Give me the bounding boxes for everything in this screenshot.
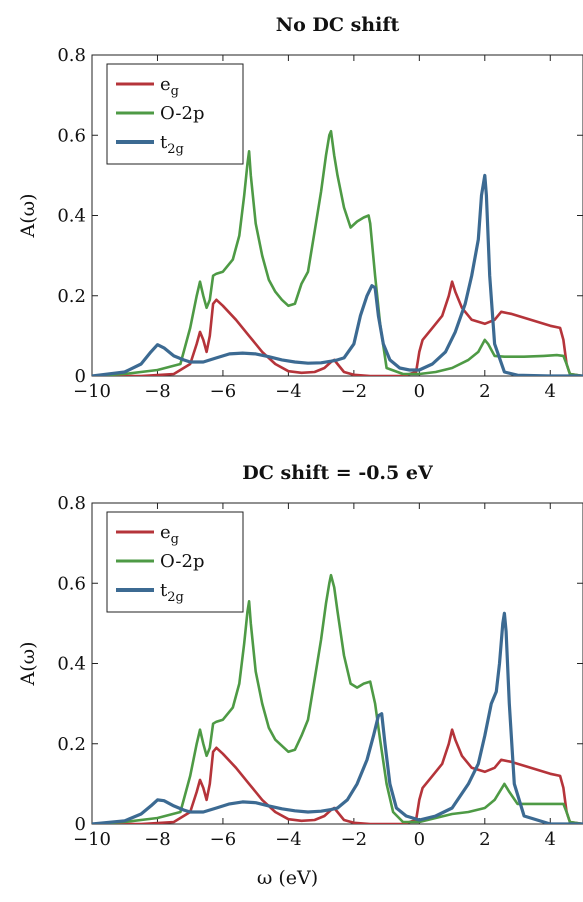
x-tick-label: 4: [545, 829, 556, 850]
legend: eg O-2p t2g: [106, 63, 244, 165]
x-tick-label: −10: [73, 829, 111, 850]
legend-label-main: O-2p: [160, 103, 204, 124]
y-tick-label: 0.4: [57, 654, 86, 675]
chart-title: No DC shift: [276, 14, 400, 36]
x-tick-label: 2: [479, 829, 490, 850]
series-line-o-2p: [92, 129, 583, 376]
x-tick-label: −6: [210, 381, 237, 402]
chart-panel-2: DC shift = -0.5 eV −10 −8 −6 −4 −2 0 2 4 0 0.2 0.4 0…: [17, 462, 583, 889]
legend-label-subscript: 2g: [167, 142, 184, 157]
x-tick-label: −2: [341, 381, 368, 402]
series-group: [92, 573, 583, 824]
y-tick-label: 0.4: [57, 206, 86, 227]
legend: eg O-2p t2g: [106, 511, 244, 613]
legend-label-main: t: [160, 132, 168, 153]
x-tick-label: −4: [275, 381, 302, 402]
chart-panel-1: No DC shift −10 −8 −6 −4 −2 0 2 4 0 0.2 0.4 0.6 0.8 A(…: [17, 14, 583, 402]
legend-label-subscript: g: [171, 84, 179, 99]
y-tick-label: 0.6: [57, 125, 86, 146]
y-tick-label: 0: [75, 814, 86, 835]
x-axis-label: ω (eV): [257, 867, 318, 889]
y-tick-label: 0.2: [57, 734, 86, 755]
series-line-eg: [92, 728, 583, 824]
legend-label-main: O-2p: [160, 551, 204, 572]
x-tick-label: 2: [479, 381, 490, 402]
x-tick-label: −6: [210, 829, 237, 850]
series-line-o-2p: [92, 573, 583, 824]
legend-label-main: e: [160, 74, 171, 95]
legend-entry-label: O-2p: [160, 103, 204, 124]
x-tick-label: −8: [144, 829, 171, 850]
legend-label-subscript: g: [171, 532, 179, 547]
series-group: [92, 129, 583, 376]
series-line-t2g: [92, 173, 583, 376]
legend-entry-label: t2g: [160, 132, 184, 157]
series-line-t2g: [92, 611, 583, 824]
legend-label-main: e: [160, 522, 171, 543]
legend-entry-label: eg: [160, 522, 179, 547]
legend-label-main: t: [160, 580, 168, 601]
x-tick-label: −2: [341, 829, 368, 850]
legend-label-subscript: 2g: [167, 590, 184, 605]
series-line-eg: [92, 280, 583, 376]
legend-entry-label: t2g: [160, 580, 184, 605]
x-tick-label: 0: [414, 829, 425, 850]
x-tick-label: −10: [73, 381, 111, 402]
x-tick-label: −8: [144, 381, 171, 402]
y-tick-label: 0.6: [57, 573, 86, 594]
legend-entry-label: eg: [160, 74, 179, 99]
chart-title: DC shift = -0.5 eV: [242, 462, 434, 484]
x-tick-label: −4: [275, 829, 302, 850]
x-tick-label: 0: [414, 381, 425, 402]
y-tick-label: 0.8: [57, 45, 86, 66]
y-axis-label: A(ω): [17, 193, 39, 238]
legend-entry-label: O-2p: [160, 551, 204, 572]
y-tick-label: 0.8: [57, 493, 86, 514]
x-tick-label: 4: [545, 381, 556, 402]
y-axis-label: A(ω): [17, 641, 39, 686]
y-tick-label: 0: [75, 366, 86, 387]
y-tick-label: 0.2: [57, 286, 86, 307]
